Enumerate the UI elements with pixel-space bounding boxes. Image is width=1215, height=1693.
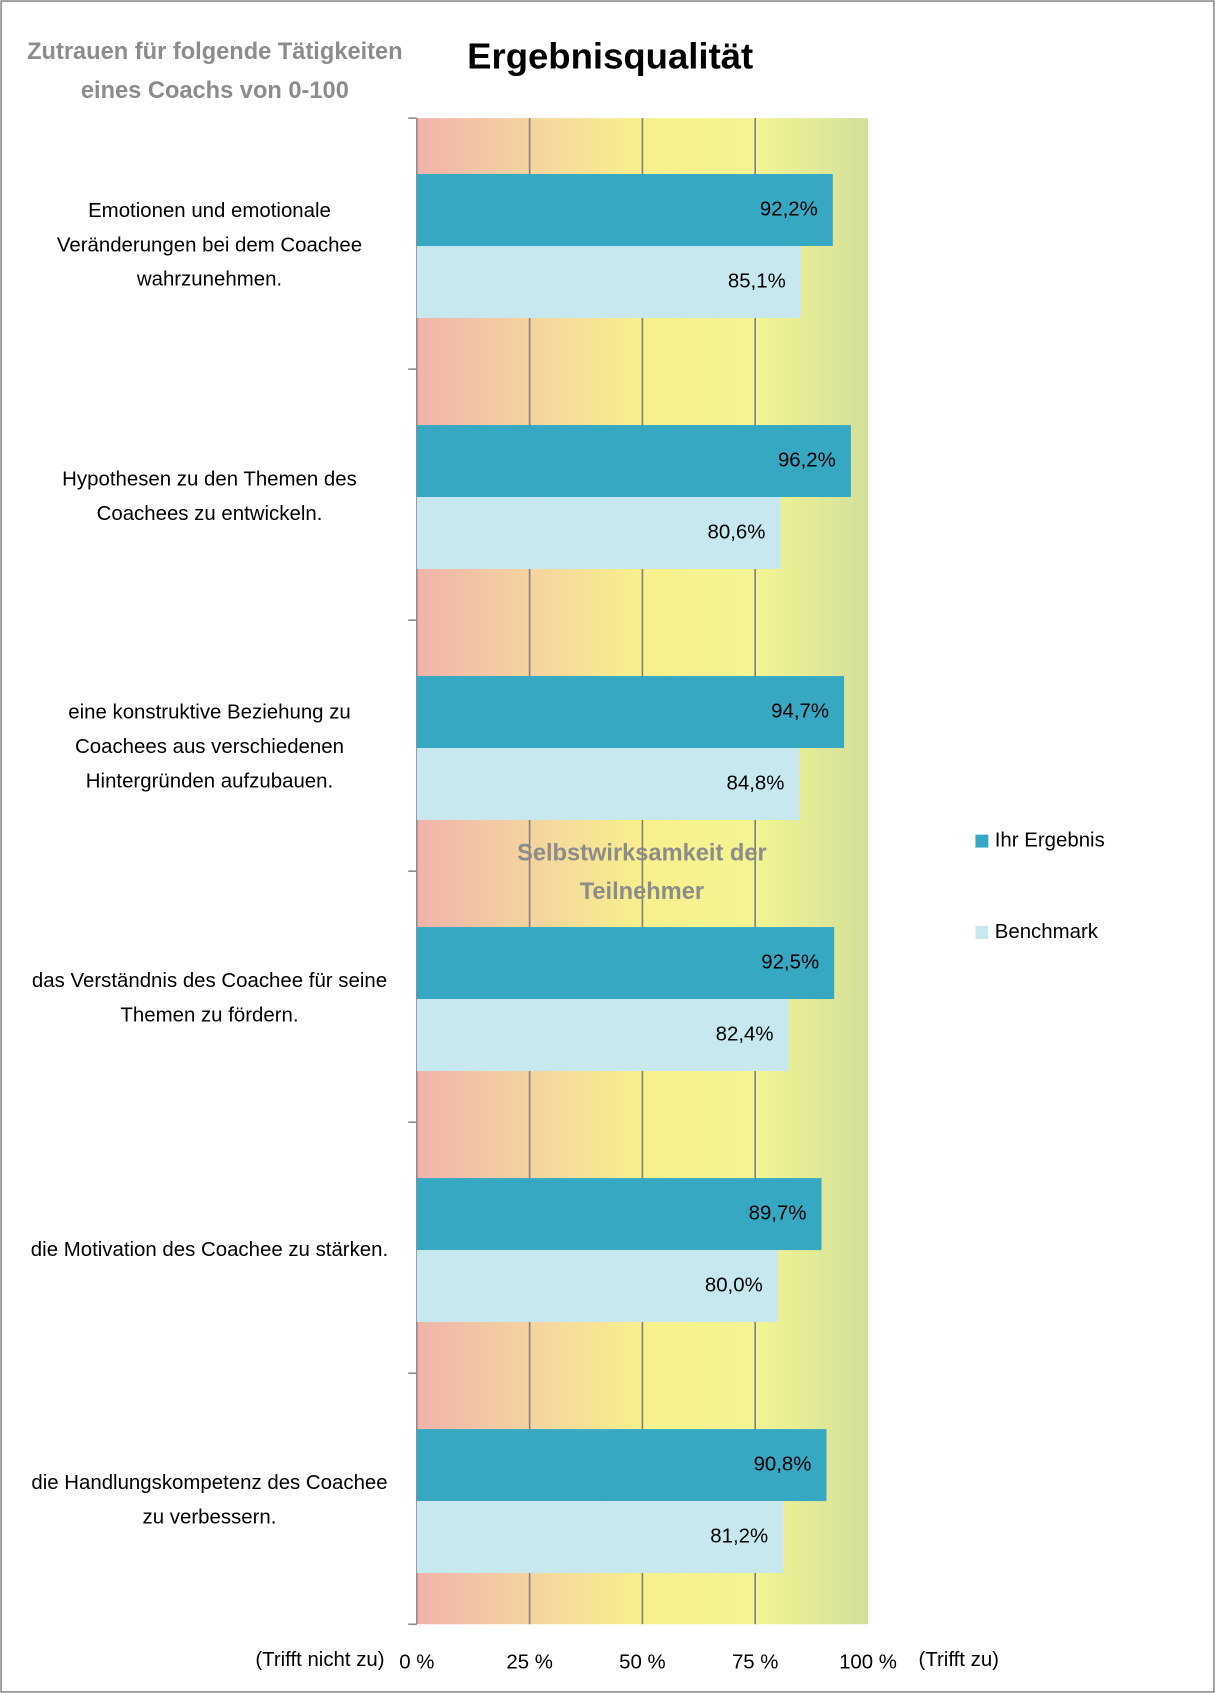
data-label: 92,5%: [761, 951, 819, 973]
bar: [416, 1501, 784, 1574]
bar: [416, 497, 781, 569]
data-label: 92,2%: [760, 198, 818, 220]
y-tick-label: die Motivation des Coachee zu stärken.: [30, 1238, 389, 1261]
annotation: Selbstwirksamkeit der Teilnehmer: [517, 838, 767, 905]
x-tick-label: 100 %: [839, 1651, 897, 1673]
y-title-box: Zutrauen für folgende Tätigkeiten eines …: [27, 37, 403, 104]
bar: [416, 1250, 778, 1323]
legend-label: Benchmark: [995, 921, 1099, 943]
y-tick-label: das Verständnis des Coachee für seine Th…: [31, 970, 388, 1027]
bar: [416, 1429, 827, 1502]
data-label: 84,8%: [727, 772, 785, 794]
data-label: 96,2%: [778, 449, 836, 471]
y-tick-label-box: die Motivation des Coachee zu stärken.: [30, 1238, 389, 1261]
data-label: 90,8%: [754, 1453, 812, 1475]
bar: [416, 246, 801, 318]
bar: [416, 676, 845, 749]
y-tick-label-box: die Handlungskompetenz des Coachee zu ve…: [31, 1472, 388, 1529]
bar: [416, 1178, 822, 1251]
bar: [416, 425, 851, 498]
y-tick-label-box: Hypothesen zu den Themen des Coachees zu…: [62, 467, 357, 525]
y-tick-label: Emotionen und emotionale Veränderungen b…: [56, 199, 363, 292]
x-tick-label: 25 %: [506, 1651, 553, 1673]
y-tick-label: Hypothesen zu den Themen des Coachees zu…: [62, 467, 357, 525]
y-tick-label-box: Emotionen und emotionale Veränderungen b…: [56, 199, 363, 292]
bar: [416, 174, 833, 247]
annotation: (Trifft nicht zu): [255, 1649, 384, 1671]
chart-title: Ergebnisqualität: [467, 36, 753, 77]
y-tick-label: eine konstruktive Beziehung zu Coachees …: [68, 701, 351, 794]
x-tick-label: 0 %: [399, 1651, 434, 1673]
y-tick-label: die Handlungskompetenz des Coachee zu ve…: [31, 1472, 388, 1529]
x-tick-label: 50 %: [619, 1651, 666, 1673]
y-tick-label-box: eine konstruktive Beziehung zu Coachees …: [68, 701, 351, 794]
annotation-box: Selbstwirksamkeit der Teilnehmer: [517, 838, 767, 905]
bar: [416, 999, 789, 1072]
data-label: 80,0%: [705, 1274, 763, 1296]
data-label: 89,7%: [749, 1202, 807, 1224]
bar: [416, 927, 835, 1000]
data-label: 82,4%: [716, 1023, 774, 1045]
bar: [416, 748, 800, 821]
x-tick-label: 75 %: [732, 1651, 779, 1673]
y-tick-label-box: das Verständnis des Coachee für seine Th…: [31, 970, 388, 1027]
data-label: 85,1%: [728, 270, 786, 292]
data-label: 81,2%: [710, 1525, 768, 1547]
legend-swatch: [975, 925, 989, 939]
data-label: 94,7%: [771, 700, 829, 722]
legend-swatch: [975, 834, 989, 848]
data-label: 80,6%: [708, 521, 766, 543]
y-axis-title: Zutrauen für folgende Tätigkeiten eines …: [27, 37, 403, 104]
legend-label: Ihr Ergebnis: [995, 830, 1105, 852]
annotation: (Trifft zu): [918, 1649, 999, 1671]
